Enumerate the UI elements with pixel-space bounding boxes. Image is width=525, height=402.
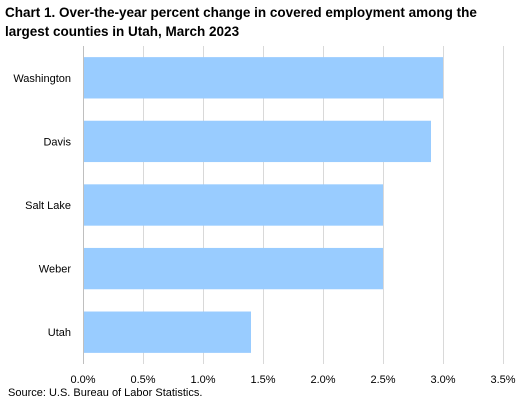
x-tick-labels: 0.0% 0.5% 1.0% 1.5% 2.0% 2.5% 3.0% 3.5% [70,374,515,386]
bar-weber [84,247,383,290]
x-tick-label: 1.5% [250,374,275,386]
x-tick-label: 2.5% [370,374,395,386]
x-tick-label: 2.0% [310,374,335,386]
category-label: Weber [39,264,72,276]
bar-washington [84,57,443,99]
category-label: Davis [43,136,71,148]
gridlines [83,46,504,364]
category-label: Utah [48,327,71,339]
category-labels: Washington Davis Salt Lake Weber Utah [13,73,71,339]
x-tick-label: 0.0% [70,374,95,386]
bar-salt-lake [84,184,383,226]
category-label: Salt Lake [25,200,71,212]
bar-davis [84,120,431,163]
chart-title: Chart 1. Over-the-year percent change in… [5,5,477,39]
x-tick-label: 0.5% [130,374,155,386]
x-tick-label: 3.5% [490,374,515,386]
bars [84,57,443,353]
category-label: Washington [13,73,71,85]
x-tick-label: 1.0% [190,374,215,386]
source-note: Source: U.S. Bureau of Labor Statistics. [8,387,203,399]
x-tick-label: 3.0% [430,374,455,386]
bar-utah [84,311,251,353]
